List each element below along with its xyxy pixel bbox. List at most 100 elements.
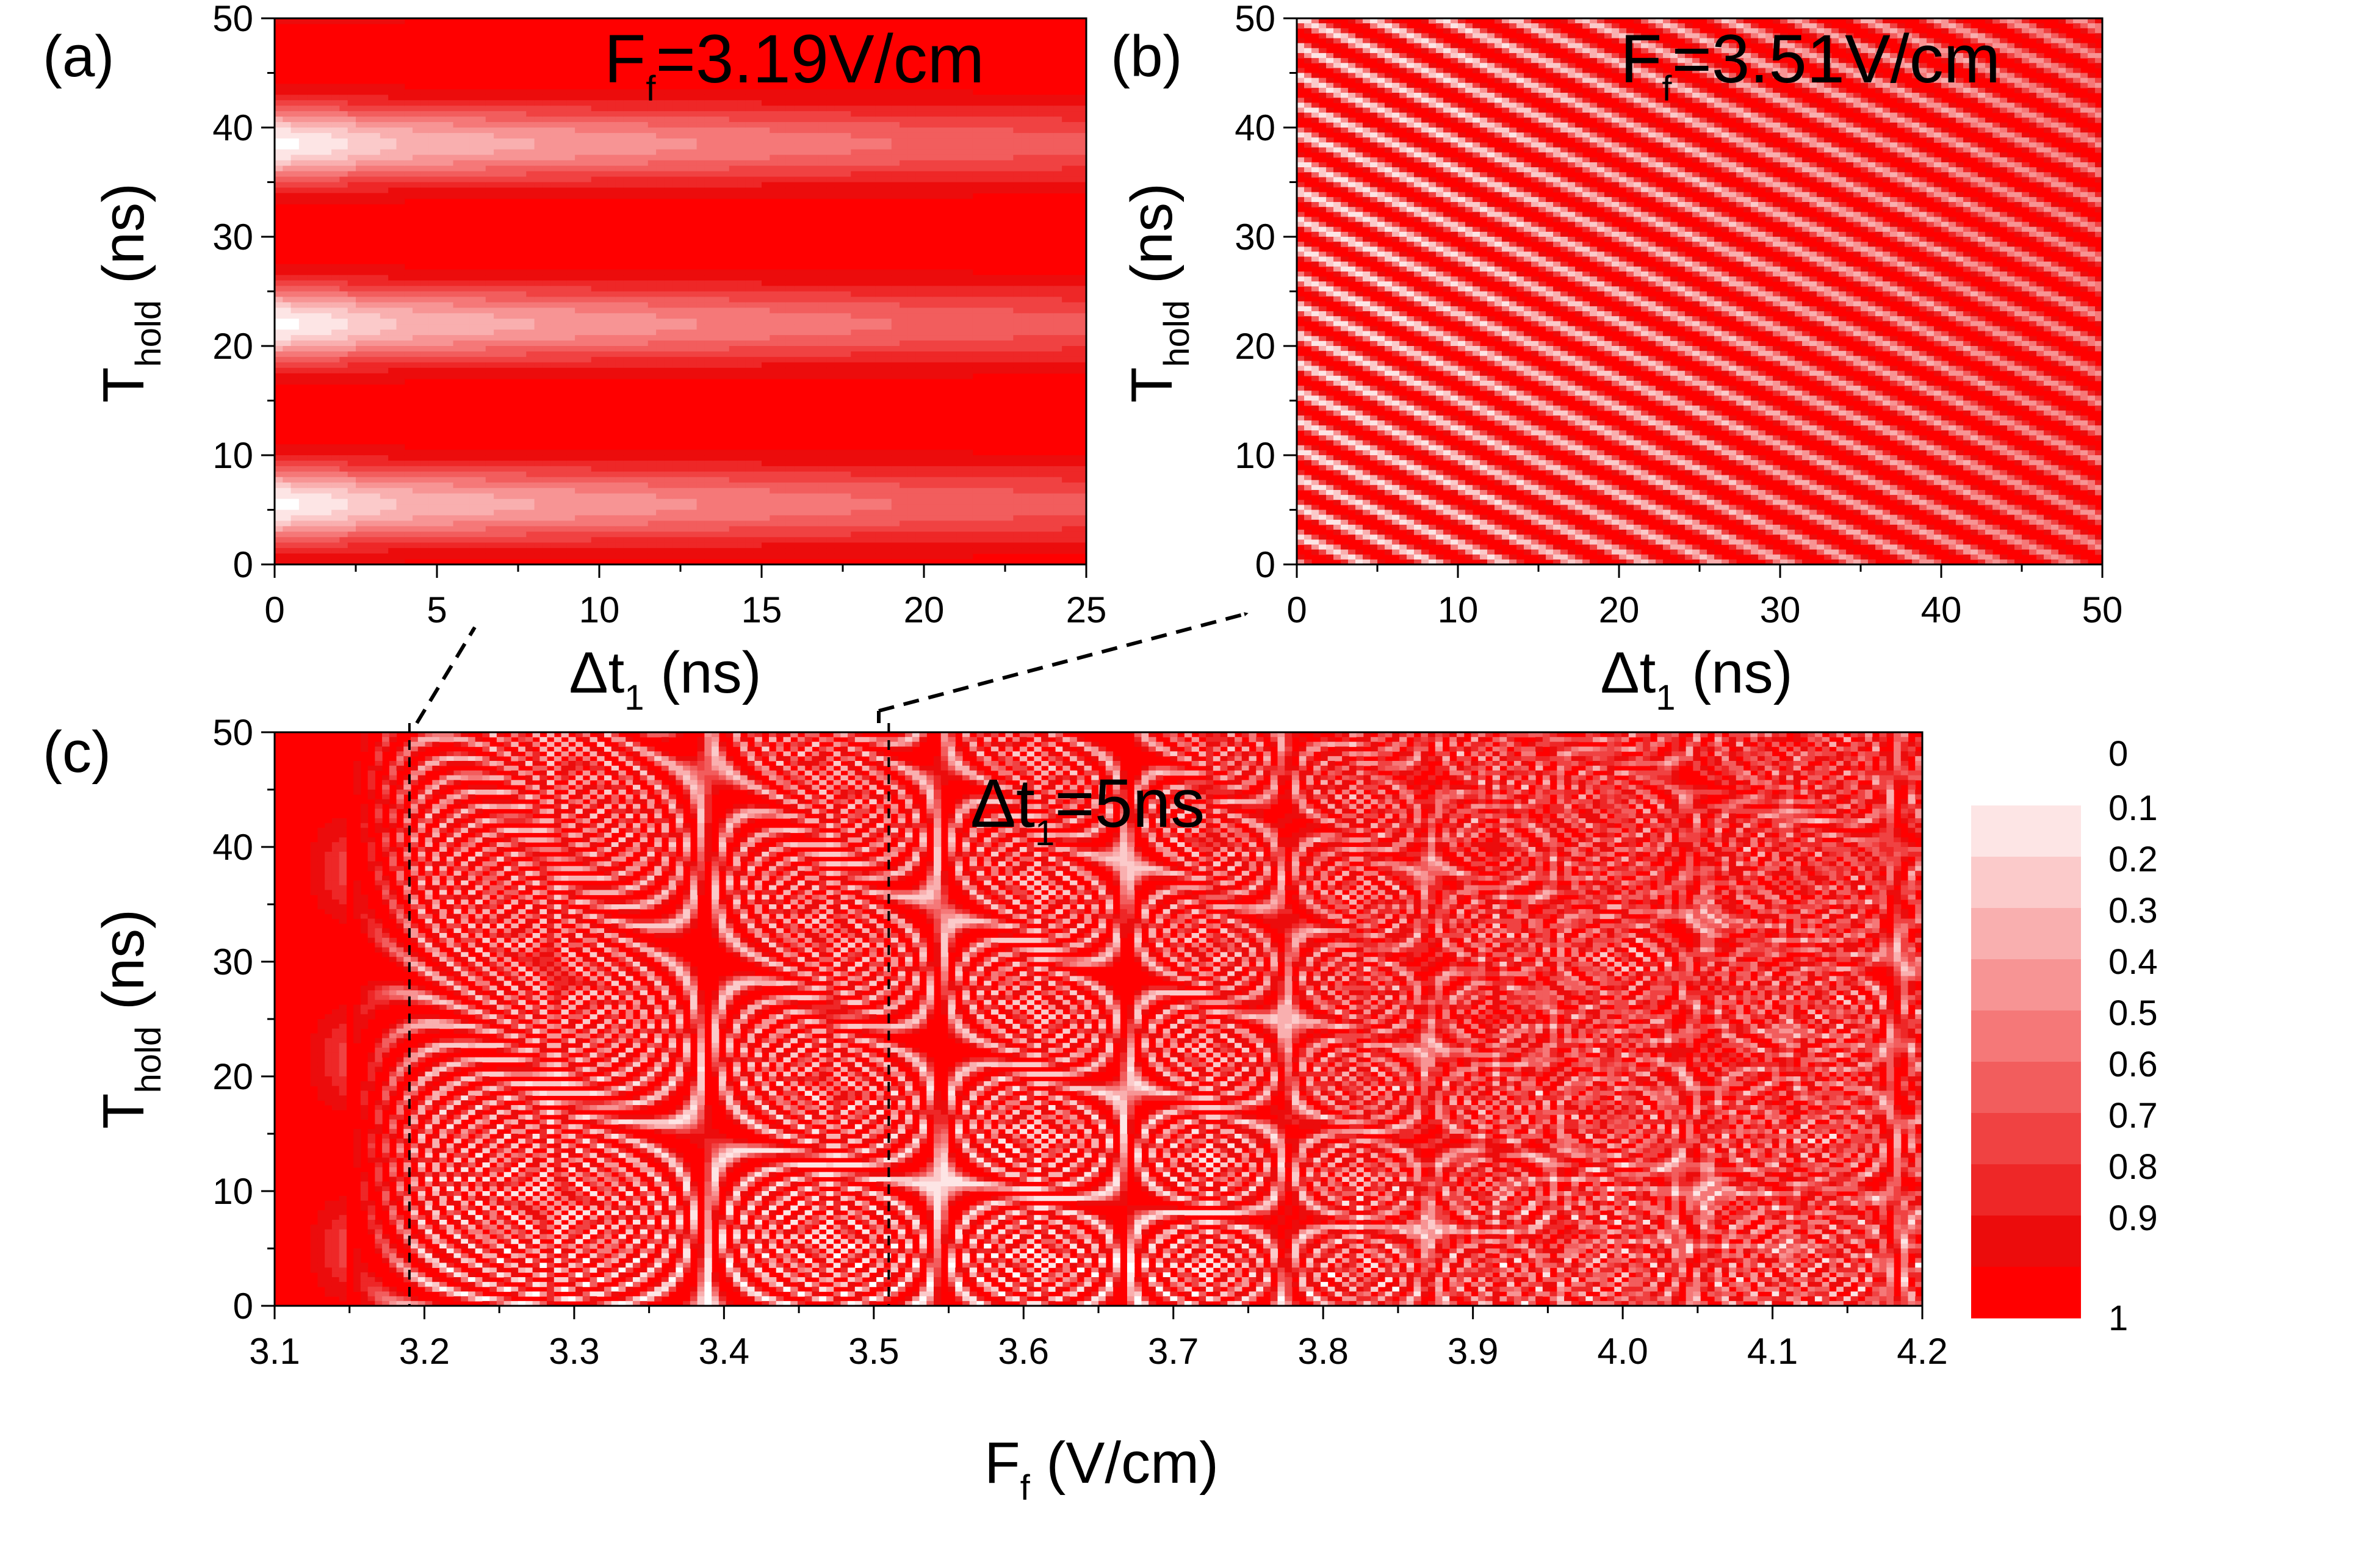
heatmap-cell xyxy=(316,472,324,478)
heatmap-cell xyxy=(283,505,291,511)
heatmap-cell xyxy=(323,128,332,134)
heatmap-cell xyxy=(316,379,324,385)
heatmap-cell xyxy=(299,330,308,336)
heatmap-cell xyxy=(356,488,364,494)
heatmap-cell xyxy=(291,510,300,516)
heatmap-cell xyxy=(372,106,381,112)
heatmap-cell xyxy=(299,177,308,183)
heatmap-cell xyxy=(291,89,300,95)
heatmap-cell xyxy=(299,313,308,319)
heatmap-cell xyxy=(275,531,283,538)
heatmap-cell xyxy=(372,171,381,178)
heatmap-cell xyxy=(275,111,283,117)
heatmap-cell xyxy=(356,155,364,161)
heatmap-cell xyxy=(364,520,372,527)
heatmap-cell xyxy=(356,510,364,516)
heatmap-cell xyxy=(348,340,356,347)
heatmap-cell xyxy=(316,264,324,270)
heatmap-cell xyxy=(316,133,324,139)
heatmap-cell xyxy=(348,313,356,319)
heatmap-cell xyxy=(283,84,291,90)
heatmap-cell xyxy=(299,357,308,363)
heatmap-cell xyxy=(283,149,291,156)
heatmap-cell xyxy=(275,139,283,145)
heatmap-cell xyxy=(323,488,332,494)
heatmap-cell xyxy=(331,499,340,505)
heatmap-cell xyxy=(316,505,324,511)
heatmap-cell xyxy=(372,155,381,161)
heatmap-cell xyxy=(316,100,324,106)
heatmap-cell xyxy=(316,308,324,314)
heatmap-cell xyxy=(299,379,308,385)
heatmap-cell xyxy=(331,531,340,538)
heatmap-cell xyxy=(275,357,283,363)
heatmap-cell xyxy=(316,357,324,363)
heatmap-cell xyxy=(356,270,364,276)
heatmap-cell xyxy=(316,302,324,308)
heatmap-cell xyxy=(380,357,389,363)
heatmap-cell xyxy=(348,450,356,456)
heatmap-cell xyxy=(339,368,348,374)
heatmap-cell xyxy=(299,182,308,189)
heatmap-cell xyxy=(388,335,397,341)
heatmap-cell xyxy=(348,89,356,95)
heatmap-cell xyxy=(372,455,381,461)
heatmap-cell xyxy=(339,171,348,178)
heatmap-cell xyxy=(299,548,308,554)
heatmap-cell xyxy=(388,444,397,450)
heatmap-cell xyxy=(323,499,332,505)
heatmap-cell xyxy=(364,297,372,303)
heatmap-cell xyxy=(364,198,372,204)
heatmap-cell xyxy=(339,488,348,494)
heatmap-cell xyxy=(307,95,316,101)
heatmap-cell xyxy=(356,362,364,369)
heatmap-cell xyxy=(372,450,381,456)
heatmap-cell xyxy=(380,264,389,270)
heatmap-cell xyxy=(348,455,356,461)
heatmap-cell xyxy=(275,177,283,183)
heatmap-cell xyxy=(356,351,364,358)
heatmap-cell xyxy=(275,319,283,325)
heatmap-cell xyxy=(356,122,364,128)
heatmap-cell xyxy=(316,149,324,156)
heatmap-cell xyxy=(380,461,389,467)
heatmap-cell xyxy=(307,160,316,167)
heatmap-cell xyxy=(339,84,348,90)
heatmap-cell xyxy=(299,340,308,347)
heatmap-cell xyxy=(283,100,291,106)
heatmap-cell xyxy=(283,553,291,560)
heatmap-cell xyxy=(356,477,364,483)
heatmap-cell xyxy=(380,100,389,106)
heatmap-cell xyxy=(283,483,291,489)
heatmap-cell xyxy=(388,117,397,123)
heatmap-cell xyxy=(356,117,364,123)
heatmap-cell xyxy=(372,111,381,117)
heatmap-cell xyxy=(291,122,300,128)
heatmap-cell xyxy=(388,187,397,193)
heatmap-cell xyxy=(388,466,397,472)
heatmap-cell xyxy=(388,111,397,117)
heatmap-cell xyxy=(283,351,291,358)
heatmap-cell xyxy=(307,84,316,90)
heatmap-cell xyxy=(339,89,348,95)
heatmap-cell xyxy=(364,302,372,308)
heatmap-cell xyxy=(348,542,356,549)
heatmap-cell xyxy=(388,171,397,178)
heatmap-cell xyxy=(356,537,364,543)
heatmap-cell xyxy=(380,275,389,281)
heatmap-cell xyxy=(331,477,340,483)
heatmap-cell xyxy=(372,160,381,167)
heatmap-cell xyxy=(307,187,316,193)
heatmap-cell xyxy=(307,286,316,292)
heatmap-cell xyxy=(364,477,372,483)
heatmap-cell xyxy=(275,542,283,549)
heatmap-cell xyxy=(331,286,340,292)
heatmap-cell xyxy=(331,505,340,511)
heatmap-cell xyxy=(380,117,389,123)
heatmap-cell xyxy=(348,160,356,167)
heatmap-cell xyxy=(388,302,397,308)
heatmap-cell xyxy=(275,95,283,101)
heatmap-cell xyxy=(323,302,332,308)
heatmap-cell xyxy=(283,494,291,500)
heatmap-cell xyxy=(299,133,308,139)
